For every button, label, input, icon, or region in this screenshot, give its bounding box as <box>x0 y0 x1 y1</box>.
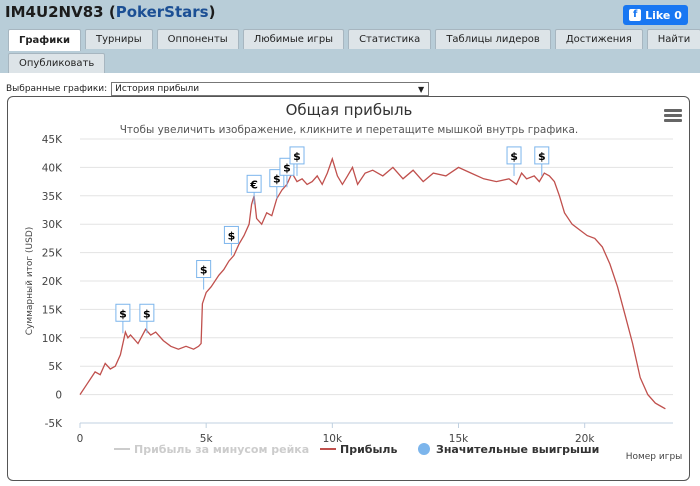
tab-6[interactable]: Достижения <box>554 29 643 49</box>
tab-5[interactable]: Таблицы лидеров <box>435 29 551 49</box>
y-tick-label: 15K <box>42 304 63 316</box>
y-tick-label: 45K <box>42 134 63 146</box>
x-tick-label: 5k <box>200 433 214 445</box>
big-win-flag-label: $ <box>119 307 127 320</box>
tab-4[interactable]: Статистика <box>348 29 432 49</box>
legend-label-net: Прибыль за минусом рейка <box>134 443 309 456</box>
big-win-flag <box>139 303 155 322</box>
x-tick-label: 20k <box>575 433 595 445</box>
tab-3[interactable]: Любимые игры <box>242 29 345 49</box>
legend-label-profit: Прибыль <box>340 443 397 456</box>
y-tick-label: 0 <box>55 390 62 402</box>
facebook-like-icon: f <box>629 9 642 21</box>
y-tick-label: 35K <box>42 191 63 203</box>
main-content: Выбранные графики: История прибыли ▼ Общ… <box>0 73 700 486</box>
chart-svg: Общая прибыль Чтобы увеличить изображение… <box>25 101 683 462</box>
chart-subtitle: Чтобы увеличить изображение, кликните и … <box>120 124 579 136</box>
chart-menu-icon[interactable] <box>664 109 682 123</box>
player-name: IM4U2NV83 <box>5 3 104 21</box>
big-win-flag-label: $ <box>143 307 151 320</box>
y-tick-label: 10K <box>42 333 63 345</box>
tab-2[interactable]: Оппоненты <box>156 29 239 49</box>
graph-select-label: Выбранные графики: <box>6 84 108 94</box>
paren-close: ) <box>208 3 216 21</box>
tab-0[interactable]: Графики <box>8 29 82 51</box>
big-win-flag-label: € <box>249 178 258 191</box>
graph-select[interactable]: История прибыли ▼ <box>111 82 430 96</box>
x-tick-label: 0 <box>77 433 84 445</box>
paren-open: ( <box>108 3 116 21</box>
x-tick-label: 15k <box>449 433 469 445</box>
graph-select-value: История прибыли <box>115 84 200 94</box>
x-tick-label: 10k <box>323 433 343 445</box>
tab-bar: Графики Турниры Оппоненты Любимые игры Стати… <box>8 29 700 51</box>
big-win-flag <box>534 146 550 165</box>
tab-7[interactable]: Найти <box>646 29 700 49</box>
legend-label-big-wins: Значительные выигрыши <box>436 443 599 456</box>
facebook-like-label: Like 0 <box>645 8 682 22</box>
big-win-flag <box>223 225 239 244</box>
page-title: IM4U2NV83 (PokerStars) <box>5 3 215 21</box>
big-win-flag-label: $ <box>538 150 546 163</box>
big-win-flag <box>506 146 522 165</box>
profit-chart[interactable]: Общая прибыль Чтобы увеличить изображение… <box>7 96 690 481</box>
dropdown-arrow-icon: ▼ <box>418 84 425 94</box>
profit-series-line <box>79 156 666 410</box>
y-tick-label: 5K <box>48 361 63 373</box>
big-win-flag-label: $ <box>200 264 208 277</box>
big-win-flag <box>289 146 305 165</box>
tab-publish[interactable]: Опубликовать <box>8 53 106 73</box>
x-axis-label: Номер игры <box>626 452 683 462</box>
y-tick-label: -5K <box>45 418 63 430</box>
chart-title: Общая прибыль <box>286 101 413 119</box>
y-axis-label: Суммарный итог (USD) <box>25 227 35 336</box>
big-win-flag-label: $ <box>510 150 518 163</box>
y-tick-label: 40K <box>42 162 63 174</box>
big-win-flag-label: $ <box>283 161 291 174</box>
y-tick-label: 20K <box>42 276 63 288</box>
legend-marker-big-wins <box>418 443 430 455</box>
site-link[interactable]: PokerStars <box>115 3 209 21</box>
tab-1[interactable]: Турниры <box>85 29 153 49</box>
big-win-flag-label: $ <box>273 173 281 186</box>
big-win-flag-label: $ <box>228 229 236 242</box>
graph-select-row: Выбранные графики: История прибыли ▼ <box>6 82 430 96</box>
big-win-flag <box>115 303 131 322</box>
big-win-flag <box>196 260 212 279</box>
big-win-flag <box>246 174 262 193</box>
y-tick-label: 25K <box>42 248 63 260</box>
y-tick-label: 30K <box>42 219 63 231</box>
facebook-like-button[interactable]: f Like 0 <box>623 5 688 25</box>
big-win-flag-label: $ <box>293 150 301 163</box>
